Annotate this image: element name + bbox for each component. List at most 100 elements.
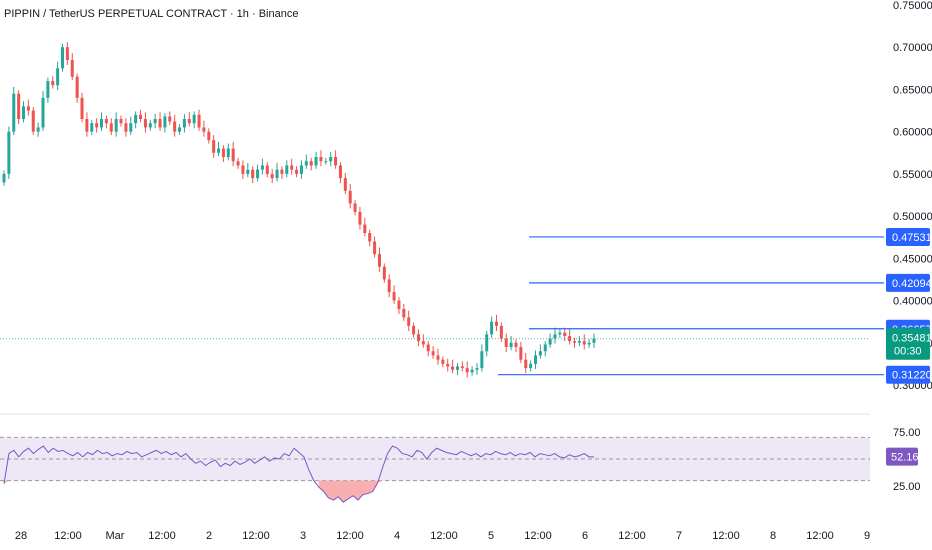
- price-level-tag: 0.42094: [886, 273, 932, 292]
- candle-body: [338, 165, 342, 179]
- rsi-oversold-fill: [4, 480, 383, 503]
- candle-body: [533, 355, 537, 364]
- candle-body: [353, 203, 357, 212]
- candle-body: [587, 342, 591, 345]
- time-tick-label: 12:00: [430, 530, 458, 542]
- candle-body: [119, 119, 123, 124]
- candle-body: [582, 341, 586, 345]
- rsi-line: [3, 445, 594, 503]
- time-tick-label: 5: [488, 530, 494, 542]
- candle-body: [212, 140, 216, 153]
- price-tick-label: 0.75000: [893, 0, 932, 12]
- candle-body: [324, 161, 328, 163]
- time-tick-label: 12:00: [242, 530, 270, 542]
- candle-body: [446, 363, 450, 367]
- candle-body: [412, 325, 416, 335]
- candle-body: [363, 224, 367, 233]
- candle-body: [134, 114, 138, 124]
- rsi-tick-label: 25.00: [893, 481, 921, 493]
- candle-body: [334, 157, 338, 166]
- candle-body: [397, 300, 401, 309]
- candle-body: [460, 366, 464, 369]
- candle-body: [358, 211, 362, 225]
- candle-body: [7, 131, 11, 174]
- candle-body: [104, 119, 108, 124]
- candle-body: [407, 317, 411, 326]
- candle-body: [290, 165, 294, 170]
- candle-body: [382, 266, 386, 280]
- price-tick-label: 0.55000: [893, 169, 932, 181]
- time-tick-label: 12:00: [148, 530, 176, 542]
- candle-body: [153, 119, 157, 124]
- time-tick-label: 9: [864, 530, 870, 542]
- candle-body: [21, 106, 26, 119]
- candle-body: [100, 119, 104, 128]
- time-tick-label: 12:00: [524, 530, 552, 542]
- rsi-value-tag: 52.16: [886, 447, 919, 466]
- candle-body: [543, 344, 547, 352]
- chart-title: PIPPIN / TetherUS PERPETUAL CONTRACT · 1…: [4, 8, 299, 20]
- candle-body: [65, 47, 69, 60]
- candle-body: [465, 368, 469, 373]
- candle-body: [343, 178, 347, 191]
- candle-body: [553, 334, 557, 339]
- candle-body: [548, 338, 552, 345]
- candle-body: [56, 68, 60, 86]
- candle-body: [17, 93, 21, 119]
- candle-body: [368, 233, 372, 242]
- candle-body: [256, 169, 260, 179]
- candle-body: [90, 123, 94, 132]
- rsi-value-tag-bg: [886, 447, 918, 466]
- price-tick-label: 0.45000: [893, 253, 932, 265]
- candle-body: [168, 116, 172, 122]
- candle-body: [129, 123, 133, 132]
- candle-body: [41, 97, 45, 128]
- candle-body: [563, 332, 567, 337]
- candle-body: [275, 169, 279, 179]
- candle-body: [202, 127, 206, 132]
- candle-body: [70, 59, 74, 77]
- candle-body: [85, 119, 89, 132]
- time-tick-label: 12:00: [54, 530, 82, 542]
- candle-body: [499, 325, 503, 339]
- candle-body: [221, 148, 225, 157]
- candle-body: [295, 169, 299, 174]
- countdown-label: 00:30: [894, 346, 922, 358]
- price-level-tag-bg: [886, 227, 930, 246]
- candle-body: [509, 342, 513, 347]
- candle-body: [451, 366, 455, 370]
- candle-body: [392, 292, 396, 301]
- candle-body: [80, 97, 84, 119]
- candle-body: [572, 341, 577, 343]
- candle-body: [402, 309, 406, 318]
- candle-body: [192, 114, 196, 124]
- candle-body: [494, 321, 498, 326]
- candle-body: [373, 241, 377, 255]
- price-tick-label: 0.40000: [893, 296, 932, 308]
- candle-body: [178, 127, 182, 132]
- time-tick-label: 12:00: [806, 530, 834, 542]
- candle-body: [314, 157, 318, 166]
- candle-body: [241, 165, 245, 174]
- time-tick-label: 12:00: [618, 530, 646, 542]
- candle-body: [143, 119, 147, 128]
- time-tick-label: 4: [394, 530, 400, 542]
- price-level-tag-bg: [886, 365, 930, 384]
- price-tick-label: 0.50000: [893, 211, 932, 223]
- candle-body: [421, 341, 425, 345]
- candle-body: [280, 169, 284, 174]
- candle-body: [236, 161, 240, 166]
- candle-body: [475, 368, 479, 370]
- candle-body: [577, 341, 581, 343]
- price-level-tag-bg: [886, 273, 930, 292]
- candle-body: [431, 351, 435, 356]
- candle-body: [163, 116, 167, 128]
- candle-body: [304, 161, 308, 166]
- candle-body: [217, 148, 221, 153]
- candle-body: [75, 76, 79, 98]
- candle-body: [377, 254, 381, 267]
- price-tick-label: 0.65000: [893, 84, 932, 96]
- price-tick-label: 0.60000: [893, 127, 932, 139]
